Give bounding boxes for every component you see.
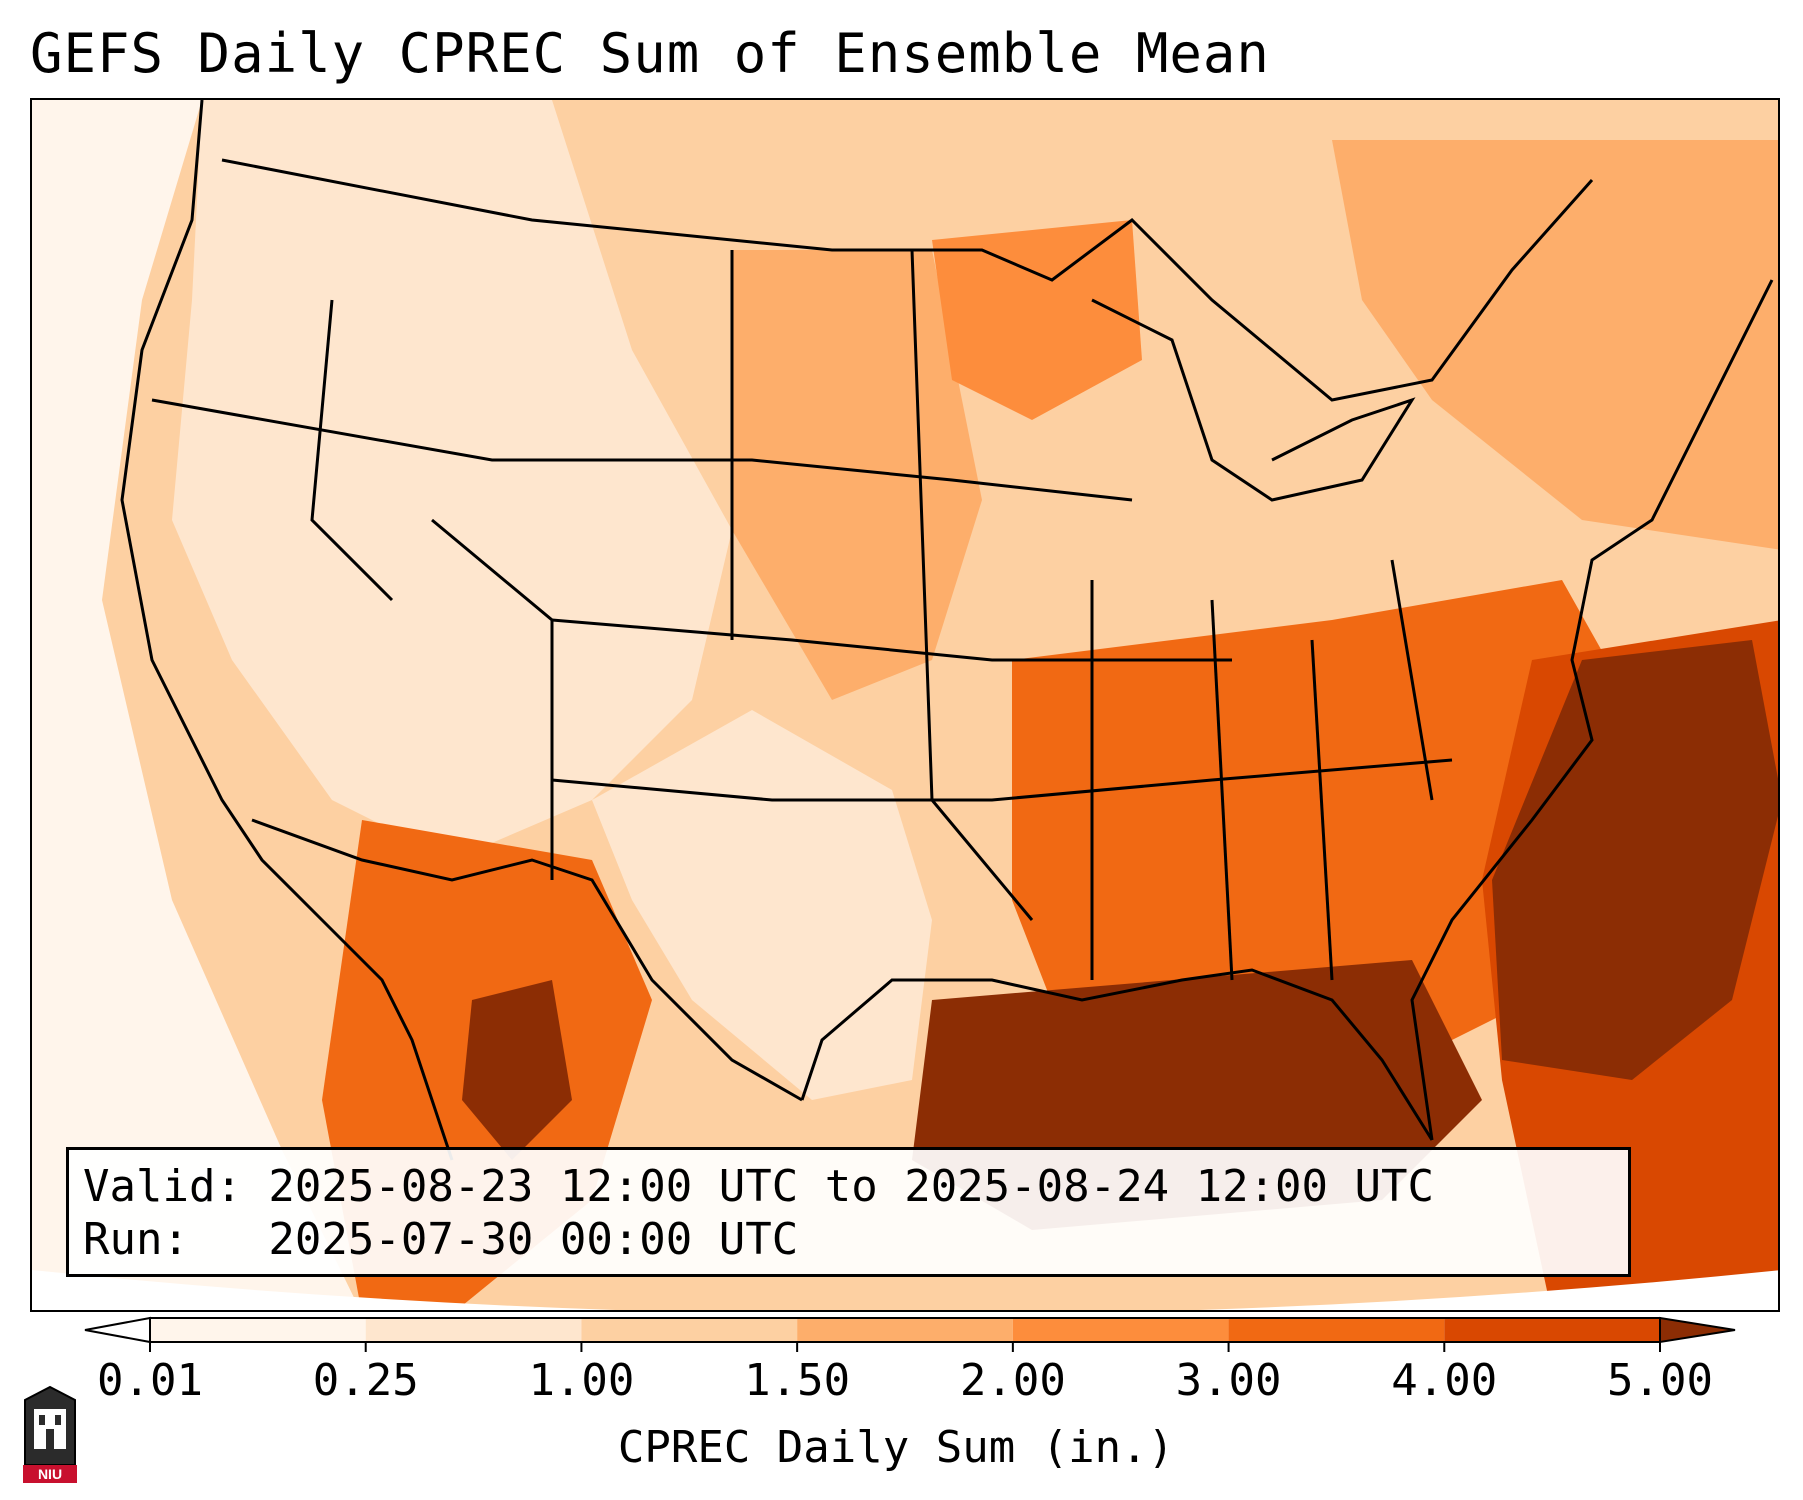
colorbar-tick-label: 1.50 [744, 1355, 851, 1406]
heavy-mexico-core [462, 980, 572, 1160]
state-line [1210, 599, 1234, 981]
colorbar [84, 1316, 1736, 1352]
gulf-coast [800, 968, 1434, 1141]
atlantic-coast [1410, 279, 1774, 1141]
colorbar-swatch [365, 1318, 582, 1342]
dry-pacific-region [32, 100, 361, 1310]
wet-northern-region [932, 220, 1142, 420]
colorbar-swatch [150, 1318, 366, 1342]
us-coastline [120, 100, 454, 1161]
colorbar-swatch [581, 1318, 798, 1342]
map-panel [30, 98, 1780, 1312]
colorbar-swatch [1444, 1318, 1660, 1342]
colorbar-outline [149, 1317, 1661, 1343]
run-time-text: Run: 2025-07-30 00:00 UTC [83, 1214, 799, 1265]
mexico-border [251, 818, 803, 1102]
moderate-northeast-region [1332, 140, 1778, 550]
logo-text: NIU [38, 1466, 62, 1482]
state-line [310, 299, 394, 602]
dry-texas-region [592, 710, 932, 1100]
map-borders [120, 100, 1774, 1161]
dry-west-region [172, 100, 732, 860]
precip-map [32, 100, 1778, 1310]
state-line [551, 618, 1232, 662]
colorbar-tick-label: 5.00 [1607, 1355, 1713, 1406]
colorbar-tick-label: 1.00 [528, 1355, 635, 1406]
niu-logo-icon: NIU [23, 1385, 77, 1483]
state-line [1310, 639, 1334, 981]
colorbar-label: CPREC Daily Sum (in.) [617, 1422, 1175, 1473]
colorbar-swatch [1012, 1318, 1229, 1342]
colorbar-tick-label: 0.25 [312, 1355, 419, 1406]
colorbar-over-arrow [1659, 1316, 1736, 1344]
moderate-plains-region [732, 250, 982, 700]
colorbar-under-arrow [84, 1316, 151, 1344]
colorbar-tick-label: 2.00 [959, 1355, 1066, 1406]
colorbar-tick-label: 0.01 [97, 1355, 203, 1406]
colorbar-tick-label: 4.00 [1391, 1355, 1498, 1406]
state-line [151, 398, 1133, 502]
canada-border [221, 158, 1594, 402]
projection-edge [32, 1270, 1778, 1310]
colorbar-swatch [1228, 1318, 1445, 1342]
info-box: Valid: 2025-08-23 12:00 UTC to 2025-08-2… [66, 1147, 1631, 1277]
colorbar-tick-label: 3.00 [1175, 1355, 1282, 1406]
state-line [910, 249, 1034, 921]
great-lakes-outline [1091, 298, 1416, 502]
state-line [551, 758, 1453, 802]
state-line [1390, 559, 1434, 801]
colorbar-swatch [797, 1318, 1013, 1342]
valid-time-text: Valid: 2025-08-23 12:00 UTC to 2025-08-2… [83, 1161, 1435, 1212]
map-title: GEFS Daily CPREC Sum of Ensemble Mean [30, 22, 1270, 85]
heavy-atlantic-core [1492, 640, 1778, 1080]
